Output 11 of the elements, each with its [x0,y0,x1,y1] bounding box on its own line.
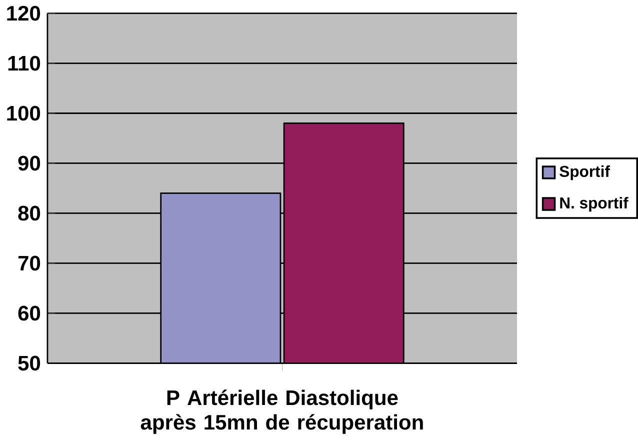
y-tick-label: 80 [18,206,40,221]
y-tick-label: 110 [8,56,40,71]
y-tick-label: 90 [18,156,40,171]
x-axis-title: P Artérielle Diastolique après 15mn de récuperation [140,390,423,434]
y-tick-label: 120 [7,6,40,21]
y-tick-label: 60 [18,306,40,321]
y-tick-label: 100 [7,106,40,121]
legend-label: N. sportif [560,197,628,212]
legend-label: Sportif [560,166,610,180]
y-tick-label: 70 [18,256,40,271]
y-tick-label: 50 [18,356,40,371]
